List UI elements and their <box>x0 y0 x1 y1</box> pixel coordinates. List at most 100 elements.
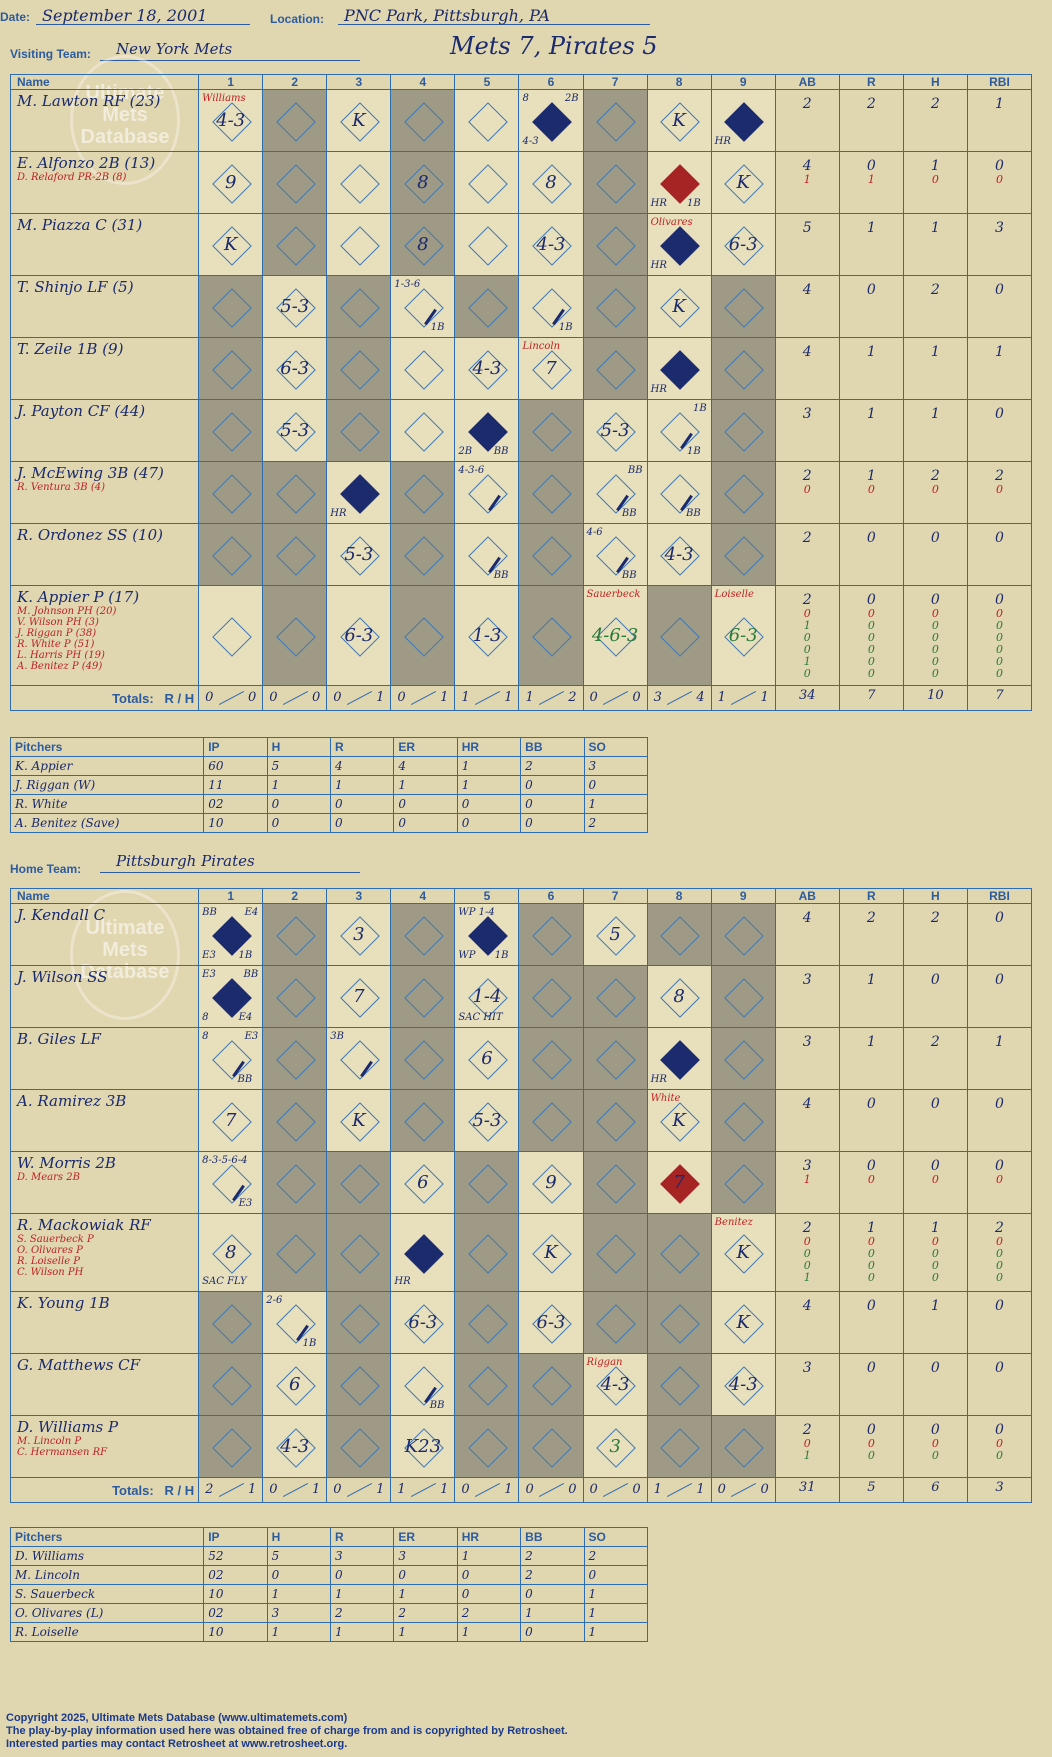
stat-h: 0 <box>902 1353 968 1416</box>
at-bat-cell <box>390 461 456 524</box>
at-bat-cell: 3 <box>326 903 392 966</box>
play-result: K <box>223 233 238 255</box>
stat-h: 1 <box>902 213 968 276</box>
at-bat-cell: 4-3 <box>518 213 584 276</box>
stat-value: 1 <box>995 1034 1004 1050</box>
stat-value: 2 <box>802 468 812 484</box>
pitcher-stat: 02 <box>203 1603 268 1623</box>
inning-header-4: 4 <box>390 74 456 90</box>
at-bat-cell <box>198 1291 264 1354</box>
stat-value: 1 <box>995 96 1004 112</box>
at-bat-cell: 5-3 <box>326 523 392 586</box>
at-bat-cell <box>262 213 328 276</box>
at-bat-cell <box>582 1213 648 1292</box>
play-note: HR <box>650 384 667 395</box>
play-note: Williams <box>202 93 246 104</box>
at-bat-cell <box>710 523 776 586</box>
at-bat-cell: 1-4 SAC HIT <box>454 965 520 1028</box>
pitcher-stat: 2 <box>583 813 649 833</box>
play-result: 4-3 <box>728 1373 758 1395</box>
at-bat-cell <box>646 1291 712 1354</box>
basepath-diamond <box>404 977 444 1018</box>
basepath-diamond <box>660 616 700 657</box>
play-result: 8 <box>673 985 685 1007</box>
stat-r: 0 <box>838 1089 904 1152</box>
totals-row: Totals: R / H 0 0 0 0 0 1 0 1 1 1 1 2 0 0 3 4 1 1 34 7 10 7 <box>9 685 1033 711</box>
pitcher-stat: 1 <box>456 756 522 776</box>
substitute-name: L. Harris PH (19) <box>17 650 105 661</box>
stat-value: 1 <box>930 1220 940 1236</box>
at-bat-cell <box>390 965 456 1028</box>
basepath-diamond <box>468 1233 508 1274</box>
at-bat-cell <box>390 337 456 400</box>
play-note: 2B <box>564 93 579 104</box>
substitute-name: V. Wilson PH (3) <box>17 617 99 628</box>
at-bat-cell: WP 1-4 WP 1B <box>454 903 520 966</box>
pitcher-row: M. Lincoln 02 0 0 0 0 2 0 <box>9 1565 649 1585</box>
play-note: 1B <box>302 1338 317 1349</box>
pitcher-name: A. Benitez (Save) <box>9 813 205 833</box>
basepath-diamond <box>275 225 316 266</box>
stat-value: 2 <box>930 1034 940 1050</box>
sub-stat-value: 1 <box>803 619 811 632</box>
play-note: E3 <box>202 950 216 961</box>
pitcher-col-header: R <box>329 1527 395 1547</box>
batter-row: R. Ordonez SS (10) 5-3 BB 4-6 BB 4-3 2 0 0 0 <box>9 523 1033 586</box>
batter-name: T. Zeile 1B (9) <box>17 340 124 358</box>
batter-row: J. Kendall C BB E4 E3 1B 3 WP 1-4 WP 1B 5 4 2 2 0 <box>9 903 1033 966</box>
inning-header-9: 9 <box>710 888 776 904</box>
pitcher-col-header: H <box>266 1527 331 1547</box>
basepath-diamond <box>340 1039 380 1080</box>
basepath-diamond <box>724 411 765 452</box>
at-bat-cell <box>646 1213 712 1292</box>
pitcher-row: K. Appier 60 5 4 4 1 2 3 <box>9 756 649 776</box>
pitcher-col-header: Pitchers <box>9 1527 205 1547</box>
at-bat-cell: 8 E3 BB <box>198 1027 264 1090</box>
basepath-diamond <box>468 225 508 266</box>
play-result: 6-3 <box>728 233 758 255</box>
stat-rbi: 1 <box>966 89 1033 152</box>
at-bat-cell: BB <box>390 1353 456 1416</box>
pitcher-stat: 2 <box>329 1603 395 1623</box>
stat-value: 1 <box>995 344 1004 360</box>
stat-value: 2 <box>802 96 812 112</box>
at-bat-cell: Olivares HR <box>646 213 712 276</box>
pitcher-row: R. White 02 0 0 0 0 0 1 <box>9 794 649 814</box>
play-note: 1B <box>686 446 701 457</box>
batter-row: R. Mackowiak RF S. Sauerbeck P O. Olivares… <box>9 1213 1033 1292</box>
play-result: K <box>736 1311 750 1333</box>
at-bat-cell: K <box>710 151 776 214</box>
stat-value: 0 <box>995 972 1004 988</box>
basepath-diamond <box>596 1039 636 1080</box>
at-bat-cell: 3B <box>326 1027 392 1090</box>
at-bat-cell: 8 <box>646 965 712 1028</box>
sub-stat-value: 0 <box>995 483 1003 496</box>
sub-stat-value: 0 <box>931 655 939 668</box>
at-bat-cell <box>518 1027 584 1090</box>
pitcher-stat: 0 <box>456 1565 522 1585</box>
play-result: 6 <box>481 1047 493 1069</box>
at-bat-cell <box>582 213 648 276</box>
batter-name-cell: W. Morris 2B D. Mears 2B <box>9 1151 200 1214</box>
basepath-diamond <box>660 1233 700 1274</box>
at-bat-cell: 6-3 Loiselle <box>710 585 776 686</box>
sub-stat-value: 0 <box>995 631 1003 644</box>
batter-name: J. McEwing 3B (47) <box>17 464 164 482</box>
pitcher-stat: 52 <box>203 1546 268 1566</box>
basepath-diamond <box>724 349 765 390</box>
at-bat-cell: 4-3 <box>262 1415 328 1478</box>
at-bat-cell: K <box>198 213 264 276</box>
at-bat-cell <box>326 1291 392 1354</box>
basepath-diamond <box>724 915 765 956</box>
play-result: K <box>672 109 686 131</box>
stat-ab: 4 <box>774 337 840 400</box>
stat-value: 0 <box>995 1422 1004 1438</box>
pitcher-name: R. Loiselle <box>9 1622 205 1642</box>
at-bat-cell <box>582 1089 648 1152</box>
